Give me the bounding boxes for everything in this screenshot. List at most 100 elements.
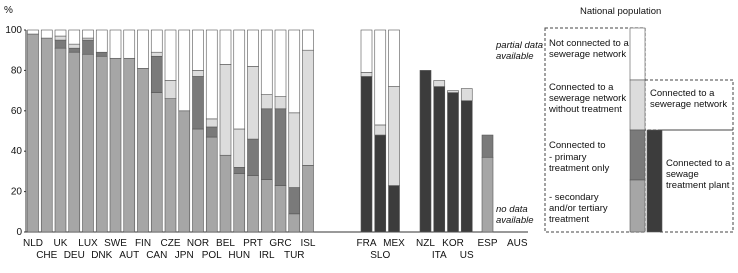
legend-title: National population	[580, 6, 662, 17]
bar-segment	[150, 92, 163, 233]
bar-segment	[123, 57, 136, 233]
x-tick-label: CAN	[146, 250, 167, 261]
y-tick-label: 80	[11, 65, 23, 76]
bar-segment	[54, 35, 67, 41]
x-tick-label: CHE	[36, 250, 57, 261]
bar-segment	[302, 165, 314, 233]
bar-segment	[433, 80, 446, 87]
bar-segment	[150, 29, 163, 53]
bar-segment	[82, 37, 94, 41]
bar-segment	[164, 80, 177, 99]
legend-label: Not connected to a sewerage network	[549, 38, 629, 60]
bar-segment	[274, 29, 287, 97]
bar-segment	[68, 47, 81, 53]
legend-swatch	[629, 129, 646, 181]
bar-segment	[374, 134, 387, 233]
bar-segment	[192, 76, 204, 130]
x-tick-label: SWE	[104, 238, 127, 249]
bar-segment	[205, 118, 218, 128]
bar-segment	[164, 98, 177, 233]
bar-segment	[192, 70, 204, 77]
bar-segment	[288, 213, 301, 233]
x-tick-label: NLD	[23, 238, 43, 249]
legend-label: Connected to a sewerage network	[650, 88, 728, 110]
bar-segment	[481, 156, 494, 233]
x-tick-label: ITA	[432, 250, 447, 261]
bar-segment	[219, 154, 232, 233]
x-tick-label: HUN	[228, 250, 250, 261]
legend-label: - primary treatment only	[549, 152, 610, 174]
y-tick-label: 40	[11, 146, 23, 157]
bar-segment	[447, 92, 459, 233]
bar-segment	[150, 55, 163, 93]
bar-segment	[481, 134, 494, 158]
bar-segment	[164, 29, 177, 81]
bar-segment	[27, 29, 39, 35]
x-tick-label: PRT	[243, 238, 263, 249]
x-tick-label: AUT	[119, 250, 139, 261]
bar-segment	[260, 94, 273, 110]
legend-label: Connected to a sewerage network without …	[549, 82, 627, 115]
bar-segment	[54, 39, 67, 49]
legend-swatch	[646, 129, 663, 233]
bar-segment	[68, 43, 81, 49]
bar-segment	[109, 57, 122, 233]
bar-segment	[247, 29, 259, 67]
x-tick-label: BEL	[216, 238, 235, 249]
bar-segment	[40, 29, 53, 39]
bar-segment	[137, 68, 149, 233]
bar-segment	[419, 70, 432, 233]
bar-segment	[95, 55, 108, 233]
y-tick-label: 0	[16, 227, 22, 238]
legend-label: Connected to	[549, 140, 606, 151]
x-tick-label: GRC	[269, 238, 291, 249]
bar-segment	[288, 187, 301, 215]
x-tick-label: FIN	[135, 238, 151, 249]
y-tick-label: 20	[11, 187, 23, 198]
bar-segment	[27, 33, 39, 233]
bar-segment	[360, 76, 373, 233]
x-tick-label: LUX	[78, 238, 98, 249]
bar-segment	[150, 51, 163, 57]
bar-segment	[95, 29, 108, 53]
bar-segment	[192, 128, 204, 233]
bar-segment	[95, 51, 108, 57]
x-tick-label: CZE	[161, 238, 181, 249]
bar-segment	[233, 128, 246, 168]
bar-segment	[109, 29, 122, 59]
bar-segment	[82, 53, 94, 233]
legend-swatch	[629, 179, 646, 233]
y-tick-label: 100	[5, 25, 22, 36]
bar-segment	[247, 138, 259, 176]
x-tick-label: AUS	[507, 238, 528, 249]
x-tick-label: FRA	[357, 238, 377, 249]
annotation: no data available	[496, 204, 534, 226]
bar-segment	[178, 110, 191, 233]
bar-segment	[233, 29, 246, 130]
x-tick-label: ESP	[477, 238, 497, 249]
x-tick-label: DEU	[64, 250, 85, 261]
bar-segment	[374, 29, 387, 126]
x-tick-label: NZL	[416, 238, 435, 249]
bar-segment	[260, 108, 273, 180]
y-tick-label: 60	[11, 106, 23, 117]
x-tick-label: US	[460, 250, 474, 261]
bar-segment	[123, 29, 136, 59]
x-tick-label: DNK	[91, 250, 112, 261]
bar-segment	[274, 185, 287, 233]
legend-label: - secondary and/or tertiary treatment	[549, 192, 608, 225]
bar-segment	[205, 29, 218, 120]
bar-segment	[260, 29, 273, 95]
bar-segment	[247, 66, 259, 140]
bar-segment	[374, 124, 387, 136]
bar-segment	[68, 29, 81, 45]
bar-segment	[137, 29, 149, 69]
bar-segment	[219, 64, 232, 156]
bar-segment	[82, 29, 94, 39]
bar-segment	[302, 49, 314, 166]
bar-segment	[82, 39, 94, 55]
bar-segment	[54, 47, 67, 233]
bar-segment	[288, 112, 301, 188]
bar-segment	[205, 126, 218, 138]
bar-segment	[192, 29, 204, 71]
